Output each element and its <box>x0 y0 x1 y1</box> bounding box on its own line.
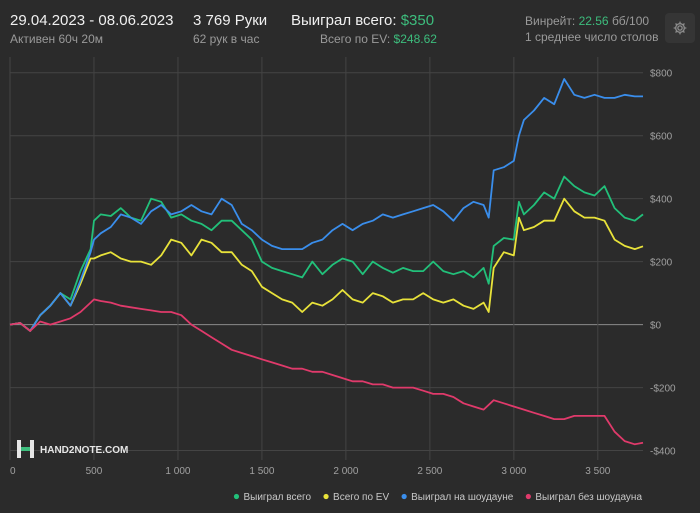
won-total-value: $350 <box>400 12 435 29</box>
ev-total-value: $248.62 <box>393 32 437 46</box>
legend-marker <box>233 493 240 500</box>
y-tick-label: $400 <box>650 195 673 206</box>
winrate-label: Винрейт: <box>525 14 576 28</box>
date-range[interactable]: 29.04.2023 - 08.06.2023 <box>10 12 174 29</box>
y-tick-label: -$400 <box>650 447 676 458</box>
x-tick-label: 1 500 <box>249 466 274 477</box>
legend-label: Выиграл всего <box>243 492 311 503</box>
series-lines <box>9 78 644 446</box>
y-tick-label: -$200 <box>650 384 676 395</box>
hand2note-logo: HAND2NOTE.COM <box>17 440 128 458</box>
ev-total-label: Всего по EV: <box>320 32 391 46</box>
won-total: Выиграл всего: $350 <box>291 12 434 29</box>
active-time: Активен 60ч 20м <box>10 32 103 46</box>
winrate-value: 22.56 <box>578 14 609 28</box>
chart-grid <box>9 57 643 460</box>
legend-label: Всего по EV <box>333 492 389 503</box>
winrate: Винрейт: 22.56 бб/100 <box>525 14 649 28</box>
x-tick-label: 3 500 <box>585 466 610 477</box>
hands-count: 3 769 Руки <box>193 12 268 29</box>
legend-item[interactable]: Выиграл всего <box>233 492 312 503</box>
x-tick-label: 0 <box>10 466 16 477</box>
gear-icon <box>673 21 687 35</box>
x-axis: 0 500 1 000 1 500 2 000 2 500 3 000 3 500 <box>10 466 611 477</box>
logo-text: HAND2NOTE.COM <box>40 445 128 456</box>
y-tick-label: $0 <box>650 321 662 332</box>
y-tick-label: $800 <box>650 69 673 80</box>
series-line <box>9 175 644 332</box>
settings-button[interactable] <box>665 13 695 43</box>
x-tick-label: 3 000 <box>501 466 526 477</box>
legend-item[interactable]: Выиграл на шоудауне <box>401 492 514 503</box>
y-tick-label: $200 <box>650 258 673 269</box>
h-logo-icon <box>17 440 34 458</box>
x-tick-label: 1 000 <box>165 466 190 477</box>
won-total-label: Выиграл всего: <box>291 12 397 29</box>
legend-item[interactable]: Всего по EV <box>323 492 389 503</box>
series-line <box>9 298 644 446</box>
x-tick-label: 2 500 <box>417 466 442 477</box>
winrate-unit: бб/100 <box>611 14 650 28</box>
series-line <box>9 78 643 332</box>
series-line <box>9 197 644 332</box>
ev-total: Всего по EV: $248.62 <box>320 32 437 46</box>
legend-label: Выиграл без шоудауна <box>535 491 642 503</box>
legend-marker <box>401 493 407 500</box>
hands-per-hour: 62 рук в час <box>193 32 260 46</box>
legend: Выиграл без шоудауна Выиграл на шоудауне В… <box>233 491 643 503</box>
x-tick-label: 2 000 <box>333 466 358 477</box>
x-tick-label: 500 <box>86 466 103 477</box>
legend-label: Выиграл на шоудауне <box>411 492 514 503</box>
legend-item[interactable]: Выиграл без шоудауна <box>525 491 643 503</box>
average-tables: 1 среднее число столов <box>525 30 659 44</box>
y-axis: $800 $600 $400 $200 $0 -$200 -$400 <box>650 69 676 458</box>
summary-header: 29.04.2023 - 08.06.2023 Активен 60ч 20м … <box>0 0 700 52</box>
y-tick-label: $600 <box>650 132 673 143</box>
legend-marker <box>525 493 531 500</box>
legend-marker <box>323 493 329 500</box>
